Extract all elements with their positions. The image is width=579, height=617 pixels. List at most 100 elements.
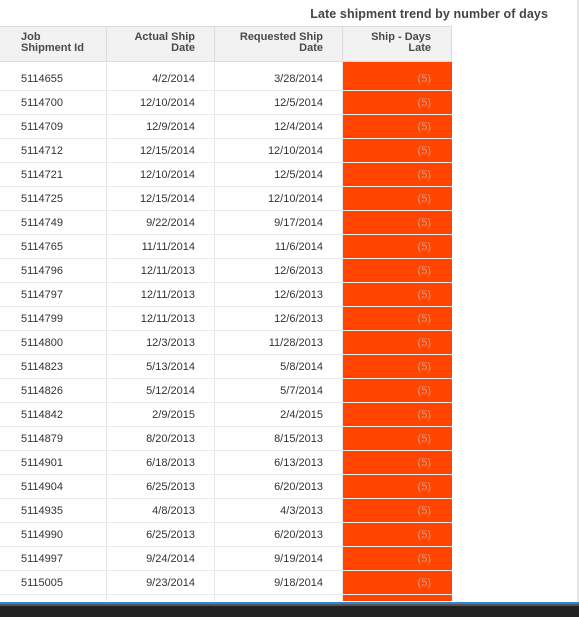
- table-header: Job Shipment Id Actual Ship Date Request…: [0, 26, 452, 62]
- cell-actual-ship-date: 5/13/2014: [107, 355, 215, 378]
- cell-ship-days-late: (5): [343, 163, 452, 186]
- cell-job-shipment-id: 5114842: [0, 403, 107, 426]
- cell-requested-ship-date: 12/5/2014: [215, 91, 343, 114]
- cell-requested-ship-date: 12/5/2014: [215, 163, 343, 186]
- header-ship-days-late[interactable]: Ship - Days Late: [343, 27, 452, 61]
- cell-job-shipment-id: 5114721: [0, 163, 107, 186]
- cell-requested-ship-date: 8/15/2013: [215, 427, 343, 450]
- table-row[interactable]: 5114797 12/11/2013 12/6/2013 (5): [0, 283, 452, 307]
- cell-ship-days-late: (5): [343, 499, 452, 522]
- cell-requested-ship-date: 12/10/2014: [215, 187, 343, 210]
- table-row[interactable]: 5114800 12/3/2013 11/28/2013 (5): [0, 331, 452, 355]
- cell-actual-ship-date: 12/15/2014: [107, 187, 215, 210]
- cell-actual-ship-date: 2/9/2015: [107, 403, 215, 426]
- header-actual-ship-date[interactable]: Actual Ship Date: [107, 27, 215, 61]
- cell-actual-ship-date: 9/24/2014: [107, 547, 215, 570]
- cell-actual-ship-date: 12/15/2014: [107, 139, 215, 162]
- cell-actual-ship-date: 12/11/2013: [107, 283, 215, 306]
- table-row[interactable]: 5114725 12/15/2014 12/10/2014 (5): [0, 187, 452, 211]
- cell-actual-ship-date: 6/25/2013: [107, 475, 215, 498]
- cell-requested-ship-date: 6/20/2013: [215, 475, 343, 498]
- cell-job-shipment-id: 5114879: [0, 427, 107, 450]
- table-row[interactable]: 5114655 4/2/2014 3/28/2014 (5): [0, 67, 452, 91]
- cell-job-shipment-id: 5114797: [0, 283, 107, 306]
- cell-job-shipment-id: 5114709: [0, 115, 107, 138]
- header-requested-ship-date[interactable]: Requested Ship Date: [215, 27, 343, 61]
- cell-job-shipment-id: 5114800: [0, 331, 107, 354]
- cell-requested-ship-date: 9/17/2014: [215, 211, 343, 234]
- table-row[interactable]: 5114709 12/9/2014 12/4/2014 (5): [0, 115, 452, 139]
- table-row[interactable]: 5114990 6/25/2013 6/20/2013 (5): [0, 523, 452, 547]
- cell-requested-ship-date: 9/19/2014: [215, 547, 343, 570]
- cell-job-shipment-id: 5114935: [0, 499, 107, 522]
- cell-ship-days-late: (5): [343, 211, 452, 234]
- cell-ship-days-late: (5): [343, 355, 452, 378]
- table-row[interactable]: 5114700 12/10/2014 12/5/2014 (5): [0, 91, 452, 115]
- cell-requested-ship-date: 3/28/2014: [215, 67, 343, 90]
- table-row[interactable]: 5114749 9/22/2014 9/17/2014 (5): [0, 211, 452, 235]
- table-top-spacer: [0, 62, 452, 67]
- bottom-bar: [0, 604, 579, 617]
- cell-requested-ship-date: 5/8/2014: [215, 355, 343, 378]
- cell-actual-ship-date: 12/9/2014: [107, 115, 215, 138]
- scroll-edge: [577, 0, 579, 604]
- table-row[interactable]: 5114826 5/12/2014 5/7/2014 (5): [0, 379, 452, 403]
- table-row[interactable]: 5114796 12/11/2013 12/6/2013 (5): [0, 259, 452, 283]
- cell-requested-ship-date: 11/6/2014: [215, 235, 343, 258]
- table-row[interactable]: 5114904 6/25/2013 6/20/2013 (5): [0, 475, 452, 499]
- cell-actual-ship-date: 12/11/2013: [107, 307, 215, 330]
- cell-ship-days-late: (5): [343, 451, 452, 474]
- cell-ship-days-late: (5): [343, 307, 452, 330]
- cell-requested-ship-date: 12/6/2013: [215, 307, 343, 330]
- cell-ship-days-late: (5): [343, 403, 452, 426]
- cell-job-shipment-id: 5114765: [0, 235, 107, 258]
- cell-ship-days-late: (5): [343, 235, 452, 258]
- cell-job-shipment-id: 5114990: [0, 523, 107, 546]
- cell-job-shipment-id: 5114749: [0, 211, 107, 234]
- table-row[interactable]: 5114721 12/10/2014 12/5/2014 (5): [0, 163, 452, 187]
- table-row[interactable]: 5114879 8/20/2013 8/15/2013 (5): [0, 427, 452, 451]
- cell-ship-days-late: (5): [343, 115, 452, 138]
- report-title: Late shipment trend by number of days: [310, 7, 548, 21]
- cell-requested-ship-date: 2/4/2015: [215, 403, 343, 426]
- table-row[interactable]: 5114765 11/11/2014 11/6/2014 (5): [0, 235, 452, 259]
- cell-job-shipment-id: 5114655: [0, 67, 107, 90]
- late-shipments-table: Job Shipment Id Actual Ship Date Request…: [0, 26, 452, 601]
- cell-ship-days-late: (5): [343, 427, 452, 450]
- cell-actual-ship-date: 12/10/2014: [107, 91, 215, 114]
- table-row[interactable]: 5114935 4/8/2013 4/3/2013 (5): [0, 499, 452, 523]
- cell-actual-ship-date: 5/12/2014: [107, 379, 215, 402]
- cell-job-shipment-id: 5114712: [0, 139, 107, 162]
- cell-actual-ship-date: 11/11/2014: [107, 235, 215, 258]
- cell-requested-ship-date: 12/10/2014: [215, 139, 343, 162]
- cell-actual-ship-date: 12/10/2014: [107, 163, 215, 186]
- cell-ship-days-late: (5): [343, 139, 452, 162]
- cell-ship-days-late: (5): [343, 67, 452, 90]
- cell-requested-ship-date: 9/18/2014: [215, 571, 343, 594]
- cell-requested-ship-date: 5/7/2014: [215, 379, 343, 402]
- cell-actual-ship-date: 9/22/2014: [107, 211, 215, 234]
- cell-actual-ship-date: 6/25/2013: [107, 523, 215, 546]
- table-row[interactable]: 5114823 5/13/2014 5/8/2014 (5): [0, 355, 452, 379]
- cell-ship-days-late: (5): [343, 187, 452, 210]
- cell-job-shipment-id: 5114796: [0, 259, 107, 282]
- cell-actual-ship-date: 4/2/2014: [107, 67, 215, 90]
- table-row[interactable]: 5115005 9/23/2014 9/18/2014 (5): [0, 571, 452, 595]
- table-row[interactable]: 5114997 9/24/2014 9/19/2014 (5): [0, 547, 452, 571]
- cell-job-shipment-id: 5114904: [0, 475, 107, 498]
- table-row[interactable]: 5114901 6/18/2013 6/13/2013 (5): [0, 451, 452, 475]
- cell-job-shipment-id: 5114997: [0, 547, 107, 570]
- cell-job-shipment-id: 5114826: [0, 379, 107, 402]
- table-row[interactable]: 5114799 12/11/2013 12/6/2013 (5): [0, 307, 452, 331]
- table-bottom-spacer: [0, 595, 452, 601]
- cell-ship-days-late: (5): [343, 523, 452, 546]
- table-row[interactable]: 5114842 2/9/2015 2/4/2015 (5): [0, 403, 452, 427]
- cell-requested-ship-date: 6/20/2013: [215, 523, 343, 546]
- cell-ship-days-late: (5): [343, 475, 452, 498]
- cell-ship-days-late: (5): [343, 571, 452, 594]
- cell-job-shipment-id: 5114823: [0, 355, 107, 378]
- cell-ship-days-late: (5): [343, 283, 452, 306]
- header-job-shipment-id[interactable]: Job Shipment Id: [0, 27, 107, 61]
- table-row[interactable]: 5114712 12/15/2014 12/10/2014 (5): [0, 139, 452, 163]
- cell-ship-days-late: (5): [343, 331, 452, 354]
